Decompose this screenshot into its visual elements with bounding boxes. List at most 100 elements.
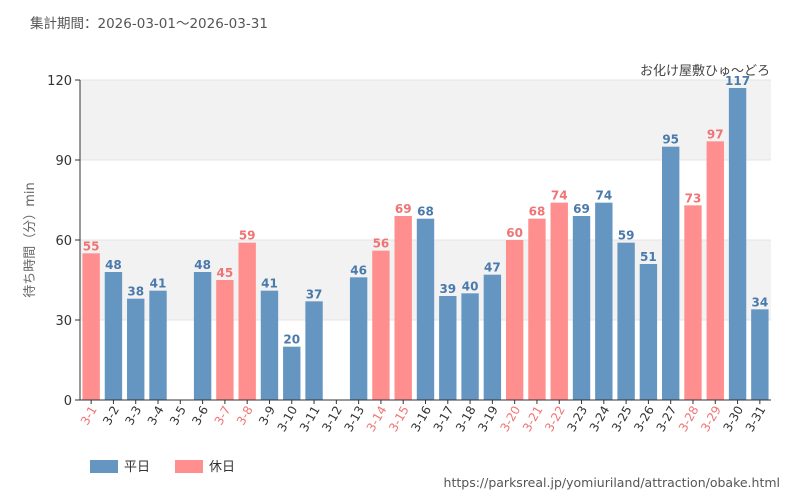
x-tick-label-3-17: 3-17 xyxy=(431,404,457,435)
x-tick-label-3-13: 3-13 xyxy=(341,404,367,435)
x-tick-label-3-12: 3-12 xyxy=(319,404,345,435)
x-tick-label-3-8: 3-8 xyxy=(234,404,256,428)
x-tick-label-3-10: 3-10 xyxy=(275,404,301,435)
bar-3-13 xyxy=(349,277,368,400)
y-ticks: 0 30 60 90 120 xyxy=(47,74,80,409)
bar-3-8 xyxy=(238,242,256,400)
x-tick-label-3-20: 3-20 xyxy=(498,404,524,435)
attraction-name: お化け屋敷ひゅ～どろ xyxy=(640,64,770,79)
value-label-3-2: 48 xyxy=(105,258,122,272)
x-tick-label-3-27: 3-27 xyxy=(654,404,680,435)
bar-3-17 xyxy=(439,296,457,400)
value-label-3-19: 47 xyxy=(484,261,501,275)
x-tick-label-3-2: 3-2 xyxy=(100,404,122,428)
x-tick-label-3-11: 3-11 xyxy=(297,404,323,435)
legend-holiday-swatch xyxy=(175,460,203,473)
value-label-3-9: 41 xyxy=(261,277,278,291)
x-tick-label-3-18: 3-18 xyxy=(453,404,479,435)
x-ticks: 3-1 3-2 3-3 3-4 3-5 3-6 3-7 3-8 3-93-103-113-123… xyxy=(78,400,768,435)
bar-3-22 xyxy=(550,202,568,400)
x-tick-label-3-24: 3-24 xyxy=(587,404,613,435)
x-tick-label-3-4: 3-4 xyxy=(145,404,167,428)
value-label-3-26: 51 xyxy=(640,250,657,264)
bar-3-18 xyxy=(461,293,479,400)
bar-3-1 xyxy=(82,253,100,400)
x-tick-label-3-6: 3-6 xyxy=(189,404,211,428)
bar-3-3 xyxy=(127,298,145,400)
value-label-3-27: 95 xyxy=(662,133,679,147)
value-label-3-20: 60 xyxy=(506,226,523,240)
bar-3-16 xyxy=(416,218,435,400)
bar-3-21 xyxy=(528,218,546,400)
x-tick-label-3-5: 3-5 xyxy=(167,404,189,428)
bar-3-25 xyxy=(617,242,635,400)
legend-holiday-label: 休日 xyxy=(209,460,235,475)
value-label-3-13: 46 xyxy=(350,263,367,277)
bar-3-19 xyxy=(483,274,502,400)
x-tick-label-3-30: 3-30 xyxy=(720,404,746,435)
value-label-3-11: 37 xyxy=(306,287,323,301)
value-label-3-18: 40 xyxy=(462,279,479,293)
legend: 平日 休日 xyxy=(90,460,235,475)
x-tick-label-3-9: 3-9 xyxy=(256,404,278,428)
x-tick-label-3-23: 3-23 xyxy=(564,404,590,435)
x-tick-label-3-14: 3-14 xyxy=(364,404,390,435)
value-label-3-29: 97 xyxy=(707,127,724,141)
legend-weekday-label: 平日 xyxy=(124,460,150,475)
value-label-3-30: 117 xyxy=(725,74,750,88)
bar-3-29 xyxy=(706,141,724,401)
bar-3-31 xyxy=(751,309,769,400)
legend-weekday-swatch xyxy=(90,460,118,473)
value-label-3-17: 39 xyxy=(439,282,456,296)
value-label-3-16: 68 xyxy=(417,205,434,219)
y-tick-label: 120 xyxy=(47,74,72,89)
value-label-3-22: 74 xyxy=(551,189,568,203)
bar-3-24 xyxy=(595,202,613,400)
value-label-3-15: 69 xyxy=(395,202,412,216)
y-tick-label: 60 xyxy=(55,234,72,249)
x-tick-label-3-3: 3-3 xyxy=(122,404,144,428)
bar-3-20 xyxy=(505,240,524,400)
value-label-3-25: 59 xyxy=(618,229,635,243)
x-tick-label-3-26: 3-26 xyxy=(631,404,657,435)
bar-3-27 xyxy=(662,146,680,400)
bar-3-14 xyxy=(372,250,390,400)
value-label-3-21: 68 xyxy=(529,205,546,219)
x-tick-label-3-16: 3-16 xyxy=(408,404,434,435)
value-label-3-4: 41 xyxy=(150,277,167,291)
y-tick-label: 90 xyxy=(55,154,72,169)
y-tick-label: 30 xyxy=(55,314,72,329)
bar-3-26 xyxy=(639,264,658,400)
bar-3-9 xyxy=(260,290,279,400)
bar-3-10 xyxy=(283,346,301,400)
bars xyxy=(82,88,769,401)
value-label-3-8: 59 xyxy=(239,229,256,243)
value-label-3-31: 34 xyxy=(752,295,769,309)
bar-3-30 xyxy=(728,88,747,400)
value-label-3-7: 45 xyxy=(217,266,234,280)
bar-3-2 xyxy=(104,272,123,400)
value-label-3-24: 74 xyxy=(595,189,612,203)
value-label-3-14: 56 xyxy=(373,237,390,251)
y-tick-label: 0 xyxy=(64,394,72,409)
source-url: https://parksreal.jp/yomiuriland/attract… xyxy=(444,475,780,490)
period-text: 集計期間：2026-03-01～2026-03-31 xyxy=(30,16,268,32)
x-tick-label-3-7: 3-7 xyxy=(212,404,234,428)
y-axis-label: 待ち時間（分）min xyxy=(23,182,38,298)
value-label-3-10: 20 xyxy=(283,333,300,347)
x-tick-label-3-22: 3-22 xyxy=(542,404,568,435)
x-tick-label-3-21: 3-21 xyxy=(520,404,546,435)
bar-3-4 xyxy=(149,290,167,400)
value-label-3-23: 69 xyxy=(573,202,590,216)
plot-band xyxy=(80,80,771,160)
value-label-3-28: 73 xyxy=(685,191,702,205)
value-label-3-1: 55 xyxy=(83,239,100,253)
bar-3-7 xyxy=(216,280,234,400)
x-tick-label-3-19: 3-19 xyxy=(475,404,501,435)
bar-3-28 xyxy=(684,205,702,400)
bar-3-6 xyxy=(193,272,212,400)
value-label-3-6: 48 xyxy=(194,258,211,272)
bar-3-11 xyxy=(305,301,323,400)
value-labels: 55 48 38 41 48 45 59 41 20 37 46 56 69 68 39 40 47 60 68 74… xyxy=(83,74,768,347)
